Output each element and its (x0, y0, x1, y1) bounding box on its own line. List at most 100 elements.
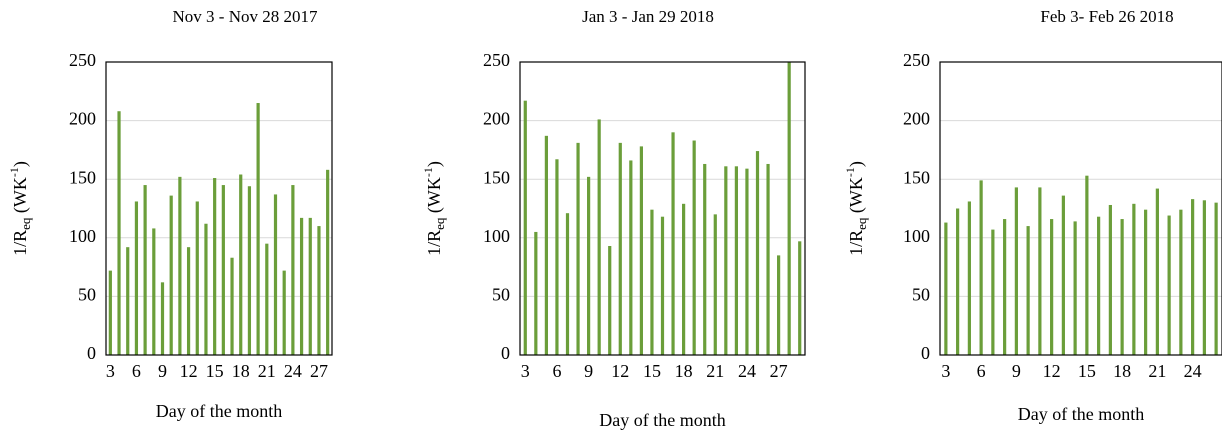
y-tick-label: 50 (78, 285, 96, 305)
bar (1132, 203, 1136, 355)
x-tick-label: 24 (284, 361, 302, 381)
bar (745, 168, 749, 355)
y-tick-label: 200 (483, 109, 510, 129)
bar (265, 243, 269, 355)
x-tick-label: 24 (1184, 361, 1202, 381)
y-axis-title-part: 1/R (10, 230, 30, 256)
x-tick-label: 15 (643, 361, 661, 381)
x-tick-label: 9 (584, 361, 593, 381)
bar (1167, 215, 1171, 355)
bar (143, 185, 147, 355)
bar (204, 223, 208, 355)
bar (576, 142, 580, 355)
x-tick-label: 6 (977, 361, 986, 381)
x-tick-label: 18 (1113, 361, 1131, 381)
bar (1073, 221, 1077, 355)
y-axis-title: 1/Req (WK-1) (7, 161, 33, 256)
bar (160, 282, 165, 355)
bar (247, 186, 252, 355)
bar (152, 228, 156, 355)
chart-title: Jan 3 - Jan 29 2018 (582, 7, 714, 26)
bar (282, 270, 286, 355)
y-tick-label: 0 (501, 343, 510, 363)
bar (713, 214, 717, 355)
bar (1214, 202, 1218, 355)
bar (1014, 187, 1018, 355)
bar (703, 163, 707, 355)
y-tick-label: 100 (903, 226, 930, 246)
bar (618, 142, 622, 355)
bar (724, 166, 728, 355)
y-tick-label: 150 (69, 167, 96, 187)
bar (660, 216, 665, 355)
chart-title: Feb 3- Feb 26 2018 (1040, 7, 1173, 26)
bar (1061, 195, 1065, 355)
x-tick-label: 24 (738, 361, 756, 381)
x-tick-label: 12 (611, 361, 629, 381)
y-tick-label: 100 (483, 226, 510, 246)
bar (117, 111, 121, 355)
plot-frame (105, 61, 333, 356)
bar (777, 255, 781, 355)
bar (221, 185, 225, 355)
bar (317, 226, 321, 355)
bar (1144, 209, 1148, 355)
bar (1050, 219, 1054, 355)
bar (1202, 200, 1206, 355)
bar (798, 241, 802, 355)
bar (967, 201, 971, 355)
y-axis-title-part: 1/R (424, 230, 444, 256)
bar (544, 135, 548, 355)
bar (1038, 187, 1042, 355)
x-tick-label: 15 (1078, 361, 1096, 381)
y-axis-title-part: (WK (846, 177, 867, 217)
x-axis-title: Day of the month (1018, 404, 1144, 424)
bar (213, 178, 217, 355)
bar (1179, 209, 1183, 355)
x-tick-label: 18 (232, 361, 250, 381)
y-axis-title-part: ) (846, 161, 867, 167)
bar (1097, 216, 1101, 355)
y-tick-label: 250 (903, 50, 930, 70)
bar (587, 176, 591, 355)
y-tick-label: 250 (69, 50, 96, 70)
bar (671, 132, 675, 355)
bar (639, 146, 643, 355)
y-axis-title-part: -1 (421, 167, 435, 177)
bar (755, 151, 760, 355)
chart-title: Nov 3 - Nov 28 2017 (173, 7, 318, 26)
bar (108, 270, 112, 355)
bar (565, 213, 570, 355)
bar (523, 100, 527, 356)
x-tick-label: 6 (132, 361, 141, 381)
x-axis-title: Day of the month (156, 401, 282, 421)
x-tick-label: 12 (1043, 361, 1061, 381)
bar (1155, 188, 1159, 355)
bar (239, 174, 243, 355)
x-axis-title: Day of the month (599, 410, 725, 430)
plot-frame (939, 61, 1222, 356)
y-axis-title-part: eq (18, 217, 33, 230)
y-tick-label: 0 (87, 343, 96, 363)
y-tick-label: 200 (903, 109, 930, 129)
bar (534, 231, 538, 355)
bar (134, 201, 139, 355)
x-tick-label: 27 (770, 361, 788, 381)
bar (991, 229, 995, 355)
bar (956, 208, 960, 355)
bar (273, 194, 278, 355)
bar (555, 159, 559, 355)
y-tick-label: 0 (921, 343, 930, 363)
bar (597, 119, 601, 355)
x-tick-label: 15 (206, 361, 224, 381)
bar (169, 195, 173, 355)
bar (1026, 226, 1030, 355)
bar (608, 246, 612, 355)
x-tick-label: 9 (158, 361, 167, 381)
x-tick-label: 21 (258, 361, 276, 381)
bar (308, 217, 312, 355)
x-tick-label: 12 (180, 361, 198, 381)
y-axis-title-part: (WK (424, 177, 445, 217)
bar (629, 160, 633, 355)
bar (734, 166, 738, 355)
